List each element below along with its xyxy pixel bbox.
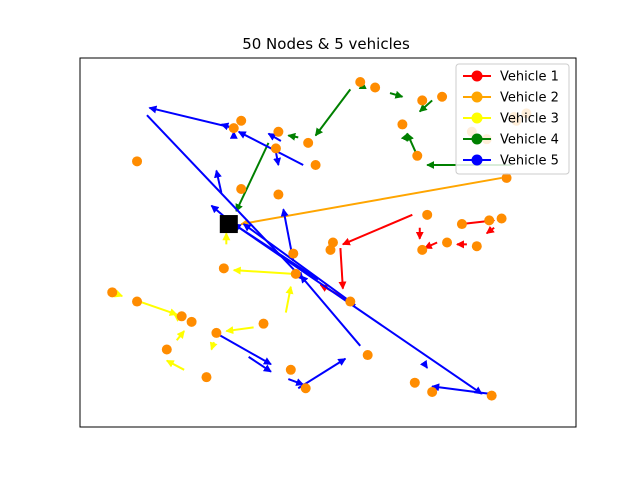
legend-marker-5 [471, 154, 483, 166]
route-arrows [111, 80, 512, 395]
chart-title: 50 Nodes & 5 vehicles [242, 35, 410, 53]
route-arrow-v5-19 [419, 359, 429, 369]
node-point-38 [258, 318, 269, 329]
route-arrow-v3-5 [165, 359, 185, 371]
route-arrow-v5-16 [299, 274, 362, 347]
node-point-46 [486, 390, 497, 401]
node-point-45 [427, 386, 438, 397]
depot-square [219, 215, 238, 234]
route-arrow-v3-2 [284, 285, 294, 313]
node-point-9 [355, 76, 366, 87]
node-point-13 [437, 91, 448, 102]
node-point-44 [409, 377, 420, 388]
node-point-41 [285, 364, 296, 375]
node-point-19 [501, 172, 512, 183]
node-point-39 [161, 344, 172, 355]
legend-marker-1 [471, 70, 483, 82]
node-point-25 [442, 237, 453, 248]
node-point-7 [236, 183, 247, 194]
node-point-11 [397, 119, 408, 130]
node-point-14 [412, 150, 423, 161]
route-arrow-v3-1 [232, 266, 294, 275]
route-arrow-v5-3 [273, 151, 282, 166]
legend-marker-4 [471, 133, 483, 145]
legend-label-5: Vehicle 5 [500, 154, 559, 169]
node-point-6 [310, 160, 321, 171]
route-arrow-v1-4 [423, 241, 438, 249]
route-arrow-v5-12 [431, 383, 490, 395]
node-point-26 [471, 241, 482, 252]
legend-marker-3 [471, 112, 483, 124]
node-point-23 [496, 213, 507, 224]
route-arrow-v3-3 [225, 326, 254, 335]
node-point-12 [417, 95, 428, 106]
node-point-0 [132, 156, 143, 167]
node-point-20 [422, 209, 433, 220]
route-arrow-v4-2 [235, 142, 270, 213]
node-point-3 [273, 126, 284, 137]
route-arrow-v3-8 [139, 300, 178, 316]
route-arrow-v3-4 [209, 341, 218, 351]
node-point-40 [201, 372, 212, 383]
node-point-8 [273, 189, 284, 200]
route-arrow-v4-0 [314, 88, 352, 137]
route-arrow-v5-18 [218, 333, 272, 366]
route-arrow-v1-0 [341, 213, 413, 246]
node-point-33 [107, 287, 118, 298]
legend-label-2: Vehicle 2 [500, 91, 559, 106]
node-point-30 [290, 268, 301, 279]
node-point-31 [345, 296, 356, 307]
node-point-10 [370, 82, 381, 93]
route-arrow-v5-11 [233, 223, 483, 395]
route-arrow-v4-6 [389, 90, 404, 99]
node-point-5 [303, 137, 314, 148]
route-arrow-v4-5 [419, 99, 433, 113]
node-point-2 [236, 115, 247, 126]
legend-label-1: Vehicle 1 [500, 70, 559, 85]
node-point-4 [270, 143, 281, 154]
route-arrow-v5-14 [287, 378, 305, 386]
node-point-1 [228, 123, 239, 134]
node-point-37 [211, 327, 222, 338]
route-arrow-v1-6 [485, 225, 495, 235]
node-point-32 [218, 263, 229, 274]
legend-frame [455, 63, 570, 175]
depot-marker [219, 215, 238, 234]
route-arrow-v3-6 [175, 330, 185, 341]
route-arrow-v5-5 [267, 132, 282, 142]
node-point-22 [484, 215, 495, 226]
legend-label-4: Vehicle 4 [500, 133, 559, 148]
node-point-21 [456, 219, 467, 230]
node-point-36 [186, 316, 197, 327]
route-arrow-v4-1 [287, 132, 299, 141]
node-point-35 [176, 311, 187, 322]
node-point-42 [300, 383, 311, 394]
node-point-24 [417, 244, 428, 255]
node-point-29 [288, 248, 299, 259]
route-arrow-v5-17 [242, 223, 356, 307]
legend-marker-2 [471, 91, 483, 103]
legend-label-3: Vehicle 3 [500, 112, 559, 127]
route-arrow-v1-1 [338, 247, 347, 290]
legend: Vehicle 1 Vehicle 2 Vehicle 3 Vehicle 4 Vehi… [455, 63, 570, 175]
route-arrow-v5-13 [248, 356, 272, 373]
node-point-28 [325, 244, 336, 255]
node-point-43 [362, 350, 373, 361]
node-point-34 [132, 296, 143, 307]
route-arrow-v5-1 [214, 169, 223, 193]
route-arrow-v5-7 [148, 105, 234, 130]
